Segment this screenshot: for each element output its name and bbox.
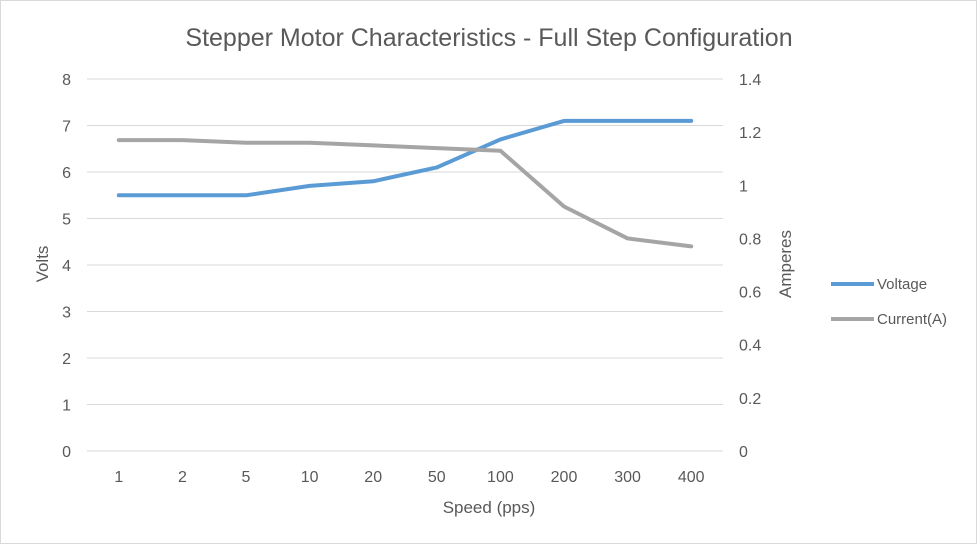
y2-tick-label: 1.2 bbox=[739, 125, 761, 142]
y-tick-label: 7 bbox=[62, 119, 71, 136]
y-tick-label: 8 bbox=[62, 72, 71, 89]
x-tick-label: 100 bbox=[487, 469, 514, 486]
y2-tick-label: 0.2 bbox=[739, 391, 761, 408]
y-tick-label: 0 bbox=[62, 444, 71, 461]
y-axis-title: Volts bbox=[33, 246, 52, 283]
series-lines bbox=[116, 118, 694, 249]
x-tick-label: 2 bbox=[178, 469, 187, 486]
y2-tick-label: 0 bbox=[739, 444, 748, 461]
y-tick-label: 5 bbox=[62, 212, 71, 229]
y2-tick-label: 1 bbox=[739, 178, 748, 195]
gridlines bbox=[87, 78, 723, 452]
x-tick-label: 5 bbox=[242, 469, 251, 486]
legend-label-current-a: Current(A) bbox=[877, 311, 947, 328]
left-axis-ticks: 0 1 2 3 4 5 6 7 8 bbox=[62, 72, 71, 461]
legend-label-voltage: Voltage bbox=[877, 276, 927, 293]
y-tick-label: 2 bbox=[62, 351, 71, 368]
y-tick-label: 4 bbox=[62, 258, 71, 275]
series-line-voltage bbox=[116, 118, 694, 198]
y-tick-label: 3 bbox=[62, 305, 71, 322]
y2-tick-label: 0.6 bbox=[739, 285, 761, 302]
x-tick-label: 10 bbox=[301, 469, 319, 486]
x-tick-label: 200 bbox=[551, 469, 578, 486]
right-axis-ticks: 0 0.2 0.4 0.6 0.8 1 1.2 1.4 bbox=[739, 72, 761, 461]
x-tick-label: 300 bbox=[614, 469, 641, 486]
x-tick-label: 20 bbox=[364, 469, 382, 486]
y2-tick-label: 1.4 bbox=[739, 72, 761, 89]
x-tick-label: 50 bbox=[428, 469, 446, 486]
x-axis-ticks: 1 2 5 10 20 50 100 200 300 400 bbox=[114, 469, 704, 486]
legend: Voltage Current(A) bbox=[831, 276, 947, 328]
y2-tick-label: 0.4 bbox=[739, 338, 761, 355]
y2-axis-title: Amperes bbox=[776, 230, 795, 298]
x-tick-label: 1 bbox=[114, 469, 123, 486]
y2-tick-label: 0.8 bbox=[739, 231, 761, 248]
chart-title: Stepper Motor Characteristics - Full Ste… bbox=[185, 24, 792, 52]
x-tick-label: 400 bbox=[678, 469, 705, 486]
x-axis-title: Speed (pps) bbox=[443, 498, 536, 517]
y-tick-label: 1 bbox=[62, 398, 71, 415]
y-tick-label: 6 bbox=[62, 165, 71, 182]
series-line-current-a bbox=[116, 138, 694, 249]
